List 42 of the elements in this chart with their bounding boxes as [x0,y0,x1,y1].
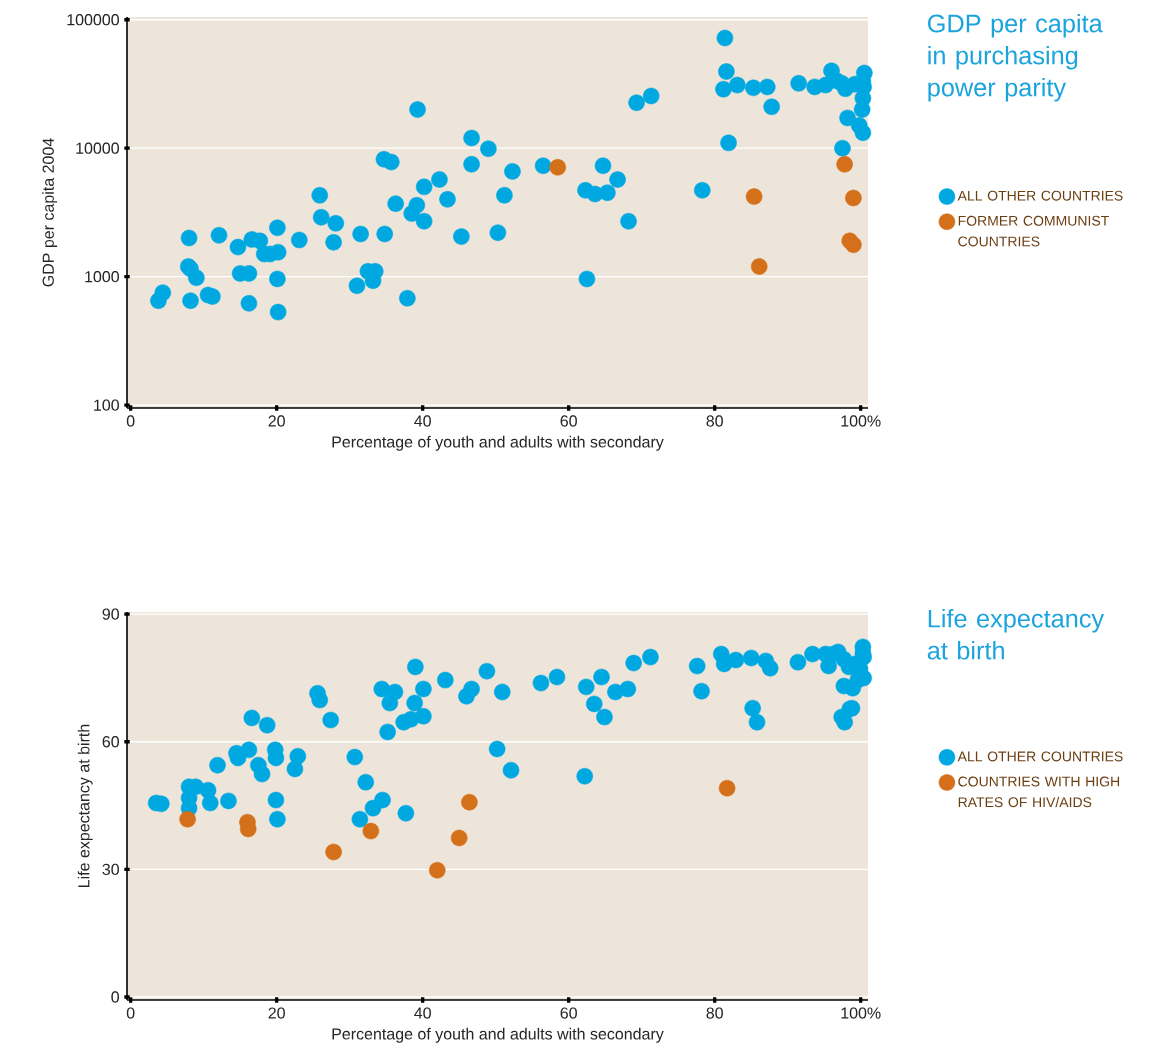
x-axis-title: Percentage of youth and adults with secondary [332,1027,664,1043]
y-tick-label: 100 [94,399,120,411]
y-axis-title: Life expectancy at birth [77,724,93,887]
point [325,843,342,861]
point [461,793,478,811]
text: Life expectancy at birth [927,608,1105,660]
y-tick-label: 30 [102,863,120,876]
legend-label: ALL OTHER COUNTRIES [957,751,1123,762]
point [362,822,380,840]
point [745,188,763,205]
x-tick-label: 40 [414,415,431,427]
x-tick-label: 20 [268,1007,285,1019]
legend-label: COUNTRIES WITH HIGH RATES OF HIV/AIDS [958,776,1120,808]
y-tick-label: 0 [111,991,120,1003]
legend-label: ALL OTHER COUNTRIES [957,190,1123,201]
x-tick-label: 40 [414,1007,431,1019]
y-tick-label: 90 [102,608,120,620]
point [549,159,566,176]
x-tick-label: 100% [841,415,881,427]
point [429,861,446,879]
point [450,829,468,847]
y-tick-label: 1000 [85,271,119,283]
y-tick-label: 60 [102,736,120,748]
x-tick-label: 60 [560,1007,577,1019]
text: GDP per capita in purchasing power parity [928,13,1103,102]
x-tick-label: 100% [841,1007,881,1019]
point [750,258,768,275]
point [836,155,853,173]
x-tick-label: 0 [126,1007,135,1019]
y-tick-label: 10000 [76,142,119,154]
x-tick-label: 0 [126,415,135,427]
point [845,189,862,207]
point [718,779,736,797]
x-tick-label: 60 [560,415,577,427]
point [845,236,862,254]
y-axis-title: GDP per capita 2004 [42,138,58,287]
x-axis-title: Percentage of youth and adults with secondary [332,435,664,451]
legend-label: FORMER COMMUNIST COUNTRIES [958,215,1109,247]
x-tick-label: 80 [706,1007,723,1019]
x-tick-label: 80 [706,415,723,427]
y-tick-label: 100000 [67,14,119,26]
x-tick-label: 20 [268,415,285,427]
